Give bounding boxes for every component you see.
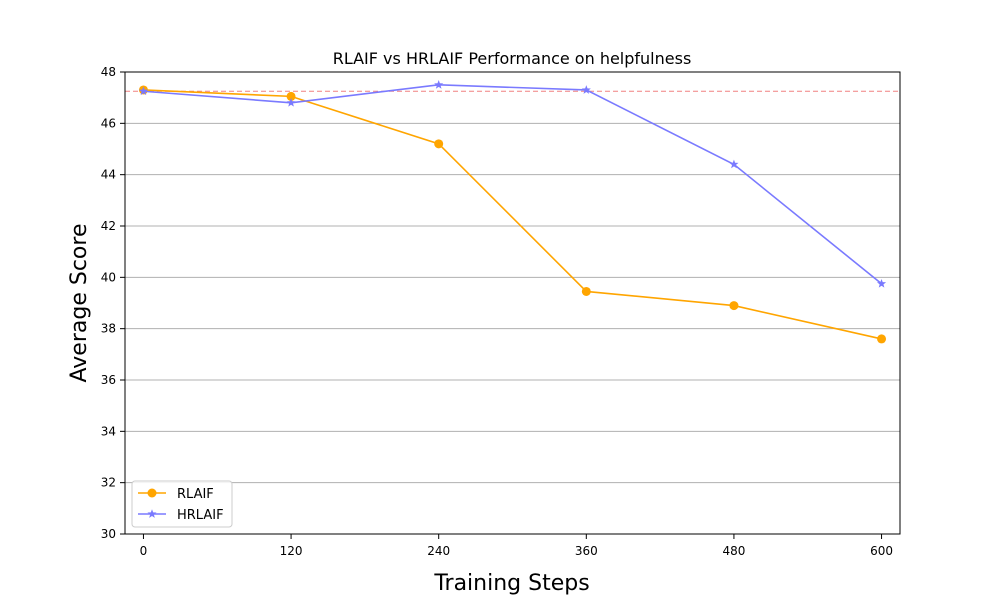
y-axis-ticks: 30 32 34 36 38 40 42 44 46 48 [101, 65, 125, 541]
y-tick-label: 34 [101, 424, 116, 438]
x-tick-label: 360 [575, 544, 598, 558]
x-axis-label: Training Steps [433, 571, 589, 596]
x-tick-label: 120 [280, 544, 303, 558]
legend-item-hrlaif: HRLAIF [138, 508, 224, 523]
x-tick-label: 600 [870, 544, 893, 558]
series-line-hrlaif [143, 84, 883, 285]
legend-label-hrlaif: HRLAIF [177, 508, 224, 523]
y-tick-label: 44 [101, 168, 116, 182]
data-point-rlaif [434, 139, 444, 149]
plot-area-frame [124, 71, 901, 535]
data-point-hrlaif [729, 159, 739, 169]
legend-label-rlaif: RLAIF [177, 487, 214, 502]
x-tick-label: 480 [722, 544, 745, 558]
legend-marker-rlaif [147, 488, 157, 498]
data-point-rlaif [729, 301, 739, 311]
gridlines [125, 122, 900, 484]
data-point-rlaif [286, 91, 296, 101]
series-line-rlaif [143, 89, 882, 340]
data-point-hrlaif [581, 85, 591, 94]
data-point-hrlaif [138, 86, 149, 96]
y-tick-label: 48 [101, 65, 116, 79]
y-tick-label: 46 [101, 116, 116, 130]
legend-marker-hrlaif [147, 509, 157, 518]
data-point-hrlaif [286, 98, 296, 107]
data-point-rlaif [581, 286, 591, 296]
y-tick-label: 40 [101, 270, 116, 284]
x-axis-ticks: 0 120 240 360 480 600 [140, 534, 893, 558]
y-tick-label: 42 [101, 219, 116, 233]
y-tick-label: 38 [101, 322, 116, 336]
data-point-rlaif [877, 334, 887, 344]
y-axis-label: Average Score [67, 224, 92, 383]
data-point-hrlaif [876, 278, 887, 288]
series-rlaif [138, 85, 887, 344]
x-tick-label: 0 [140, 544, 148, 558]
series-group [138, 80, 887, 344]
y-tick-label: 36 [101, 373, 116, 387]
y-tick-label: 30 [101, 527, 116, 541]
chart-title: RLAIF vs HRLAIF Performance on helpfulne… [333, 49, 692, 68]
legend-item-rlaif: RLAIF [138, 487, 214, 502]
data-point-hrlaif [434, 80, 444, 89]
y-tick-label: 32 [101, 476, 116, 490]
series-hrlaif [138, 80, 887, 288]
x-tick-label: 240 [427, 544, 450, 558]
legend: RLAIF HRLAIF [131, 480, 233, 528]
